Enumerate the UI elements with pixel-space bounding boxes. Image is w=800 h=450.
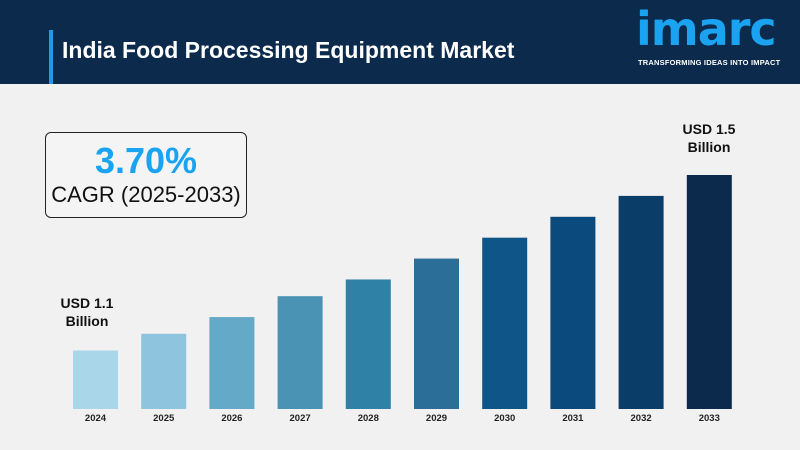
logo-word: imarc xyxy=(636,2,777,56)
header-banner: India Food Processing Equipment Market i… xyxy=(0,0,800,84)
start-value-label: USD 1.1 Billion xyxy=(52,294,122,330)
x-tick-label: 2028 xyxy=(358,413,379,424)
bar-2031 xyxy=(550,216,596,409)
page-title: India Food Processing Equipment Market xyxy=(62,37,515,63)
title-accent-bar xyxy=(49,30,53,84)
start-value-line1: USD 1.1 xyxy=(60,295,114,311)
x-tick-label: 2026 xyxy=(221,413,242,424)
cagr-value: 3.70% xyxy=(94,140,198,181)
bar-2025 xyxy=(141,333,187,409)
x-tick-label: 2031 xyxy=(562,413,584,424)
bar-2029 xyxy=(414,258,459,409)
start-value-line2: Billion xyxy=(65,313,109,329)
bar-2032 xyxy=(618,195,664,409)
bar-2027 xyxy=(277,296,323,409)
bar-2030 xyxy=(482,237,528,409)
cagr-box: 3.70% CAGR (2025-2033) xyxy=(45,132,247,218)
x-tick-label: 2025 xyxy=(153,413,175,424)
cagr-label: CAGR (2025-2033) xyxy=(51,182,241,207)
end-value-line1: USD 1.5 xyxy=(682,121,736,137)
x-tick-label: 2029 xyxy=(426,413,447,424)
logo-tagline: TRANSFORMING IDEAS INTO IMPACT xyxy=(638,58,781,67)
bar-2024 xyxy=(73,350,118,409)
x-tick-label: 2024 xyxy=(85,413,107,424)
bar-2028 xyxy=(345,279,391,409)
end-value-line2: Billion xyxy=(687,139,731,155)
x-tick-label: 2030 xyxy=(494,413,515,424)
x-tick-label: 2032 xyxy=(631,413,652,424)
x-tick-label: 2027 xyxy=(290,413,311,424)
end-value-label: USD 1.5 Billion xyxy=(673,120,745,156)
imarc-logo: imarc TRANSFORMING IDEAS INTO IMPACT xyxy=(636,6,786,78)
bar-2026 xyxy=(209,317,255,409)
x-tick-label: 2033 xyxy=(699,413,720,424)
bar-2033 xyxy=(686,175,732,409)
